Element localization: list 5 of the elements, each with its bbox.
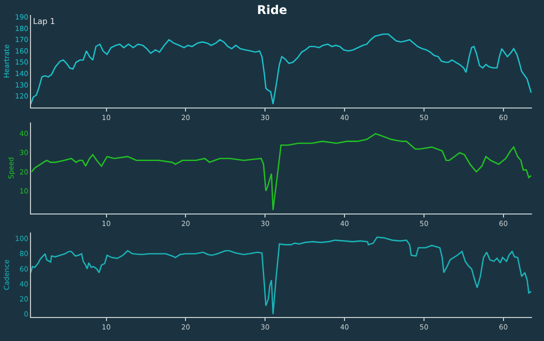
line-series [30, 236, 532, 315]
line-series [30, 133, 532, 211]
line-series [30, 33, 532, 105]
annotation: Lap 1 [33, 17, 56, 26]
chart-title: Ride [257, 3, 288, 17]
